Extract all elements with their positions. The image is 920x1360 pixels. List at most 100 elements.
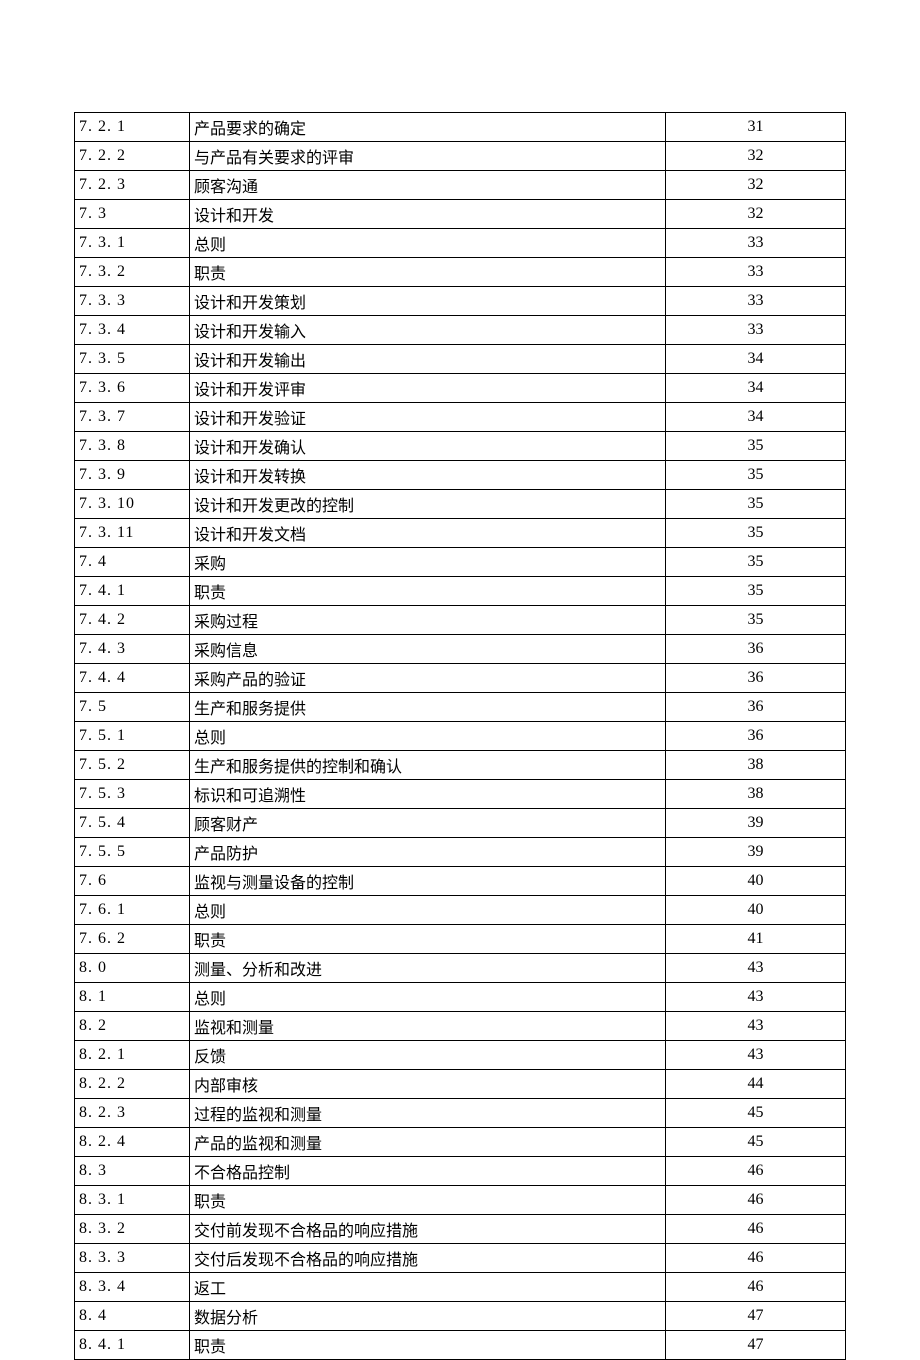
page-number-cell: 46 bbox=[666, 1244, 846, 1273]
section-number-cell: 7. 4 bbox=[75, 548, 190, 577]
section-number-cell: 7. 2. 3 bbox=[75, 171, 190, 200]
page-number-cell: 35 bbox=[666, 432, 846, 461]
page-number-cell: 43 bbox=[666, 1041, 846, 1070]
section-title-cell: 职责 bbox=[190, 258, 666, 287]
section-number-cell: 8. 3. 1 bbox=[75, 1186, 190, 1215]
section-title-cell: 产品防护 bbox=[190, 838, 666, 867]
page-number-cell: 45 bbox=[666, 1128, 846, 1157]
section-number-cell: 7. 3. 10 bbox=[75, 490, 190, 519]
page-number-cell: 35 bbox=[666, 519, 846, 548]
page-number-cell: 47 bbox=[666, 1331, 846, 1360]
page-number-cell: 34 bbox=[666, 374, 846, 403]
table-row: 8. 3. 2交付前发现不合格品的响应措施46 bbox=[75, 1215, 846, 1244]
section-title-cell: 交付后发现不合格品的响应措施 bbox=[190, 1244, 666, 1273]
table-row: 7. 4. 4采购产品的验证36 bbox=[75, 664, 846, 693]
section-title-cell: 设计和开发评审 bbox=[190, 374, 666, 403]
section-title-cell: 交付前发现不合格品的响应措施 bbox=[190, 1215, 666, 1244]
table-row: 8. 2. 1反馈43 bbox=[75, 1041, 846, 1070]
page-number-cell: 36 bbox=[666, 722, 846, 751]
table-row: 7. 6. 2职责41 bbox=[75, 925, 846, 954]
page-number-cell: 34 bbox=[666, 403, 846, 432]
section-number-cell: 7. 6 bbox=[75, 867, 190, 896]
section-number-cell: 7. 4. 2 bbox=[75, 606, 190, 635]
section-number-cell: 8. 2. 1 bbox=[75, 1041, 190, 1070]
section-number-cell: 7. 3. 2 bbox=[75, 258, 190, 287]
section-title-cell: 数据分析 bbox=[190, 1302, 666, 1331]
table-row: 7. 3. 7设计和开发验证34 bbox=[75, 403, 846, 432]
section-title-cell: 采购信息 bbox=[190, 635, 666, 664]
page-number-cell: 40 bbox=[666, 896, 846, 925]
section-number-cell: 7. 3. 1 bbox=[75, 229, 190, 258]
section-title-cell: 生产和服务提供的控制和确认 bbox=[190, 751, 666, 780]
page-number-cell: 39 bbox=[666, 838, 846, 867]
section-title-cell: 监视和测量 bbox=[190, 1012, 666, 1041]
section-title-cell: 反馈 bbox=[190, 1041, 666, 1070]
page-number-cell: 33 bbox=[666, 287, 846, 316]
table-row: 7. 5. 4顾客财产39 bbox=[75, 809, 846, 838]
page-number-cell: 36 bbox=[666, 693, 846, 722]
section-number-cell: 8. 3. 3 bbox=[75, 1244, 190, 1273]
table-row: 8. 2. 2内部审核44 bbox=[75, 1070, 846, 1099]
table-row: 8. 2监视和测量43 bbox=[75, 1012, 846, 1041]
page-number-cell: 38 bbox=[666, 780, 846, 809]
table-row: 8. 3不合格品控制46 bbox=[75, 1157, 846, 1186]
table-row: 7. 3. 3设计和开发策划33 bbox=[75, 287, 846, 316]
section-title-cell: 顾客沟通 bbox=[190, 171, 666, 200]
page-number-cell: 36 bbox=[666, 664, 846, 693]
section-number-cell: 8. 2. 4 bbox=[75, 1128, 190, 1157]
table-row: 7. 3. 6设计和开发评审34 bbox=[75, 374, 846, 403]
section-title-cell: 采购 bbox=[190, 548, 666, 577]
table-row: 7. 3. 11设计和开发文档35 bbox=[75, 519, 846, 548]
page-number-cell: 36 bbox=[666, 635, 846, 664]
section-number-cell: 7. 4. 4 bbox=[75, 664, 190, 693]
section-number-cell: 8. 4. 1 bbox=[75, 1331, 190, 1360]
table-row: 7. 6监视与测量设备的控制40 bbox=[75, 867, 846, 896]
section-title-cell: 设计和开发输出 bbox=[190, 345, 666, 374]
table-row: 7. 3. 5设计和开发输出34 bbox=[75, 345, 846, 374]
section-number-cell: 7. 4. 3 bbox=[75, 635, 190, 664]
table-row: 8. 3. 1职责46 bbox=[75, 1186, 846, 1215]
page-number-cell: 46 bbox=[666, 1215, 846, 1244]
table-row: 7. 4. 1职责35 bbox=[75, 577, 846, 606]
table-row: 7. 3. 2职责33 bbox=[75, 258, 846, 287]
page-number-cell: 33 bbox=[666, 316, 846, 345]
section-number-cell: 7. 3. 3 bbox=[75, 287, 190, 316]
section-number-cell: 7. 5. 4 bbox=[75, 809, 190, 838]
section-title-cell: 监视与测量设备的控制 bbox=[190, 867, 666, 896]
table-row: 8. 4. 1职责47 bbox=[75, 1331, 846, 1360]
section-title-cell: 总则 bbox=[190, 896, 666, 925]
section-title-cell: 生产和服务提供 bbox=[190, 693, 666, 722]
section-number-cell: 7. 2. 1 bbox=[75, 113, 190, 142]
table-row: 8. 2. 4产品的监视和测量45 bbox=[75, 1128, 846, 1157]
page-number-cell: 33 bbox=[666, 258, 846, 287]
page-number-cell: 40 bbox=[666, 867, 846, 896]
table-row: 7. 5. 2生产和服务提供的控制和确认38 bbox=[75, 751, 846, 780]
section-title-cell: 总则 bbox=[190, 983, 666, 1012]
page-number-cell: 32 bbox=[666, 171, 846, 200]
section-number-cell: 7. 3. 7 bbox=[75, 403, 190, 432]
section-title-cell: 标识和可追溯性 bbox=[190, 780, 666, 809]
table-row: 8. 2. 3过程的监视和测量45 bbox=[75, 1099, 846, 1128]
table-row: 7. 3. 8设计和开发确认35 bbox=[75, 432, 846, 461]
page-number-cell: 47 bbox=[666, 1302, 846, 1331]
section-title-cell: 过程的监视和测量 bbox=[190, 1099, 666, 1128]
section-title-cell: 设计和开发转换 bbox=[190, 461, 666, 490]
section-number-cell: 7. 3 bbox=[75, 200, 190, 229]
table-row: 7. 4采购35 bbox=[75, 548, 846, 577]
section-number-cell: 8. 0 bbox=[75, 954, 190, 983]
page-number-cell: 32 bbox=[666, 200, 846, 229]
table-row: 7. 3. 10设计和开发更改的控制35 bbox=[75, 490, 846, 519]
page-number-cell: 31 bbox=[666, 113, 846, 142]
page-number-cell: 41 bbox=[666, 925, 846, 954]
toc-table: 7. 2. 1产品要求的确定317. 2. 2与产品有关要求的评审327. 2.… bbox=[74, 112, 846, 1360]
page-number-cell: 35 bbox=[666, 461, 846, 490]
page-number-cell: 38 bbox=[666, 751, 846, 780]
table-row: 8. 3. 3交付后发现不合格品的响应措施46 bbox=[75, 1244, 846, 1273]
section-title-cell: 职责 bbox=[190, 577, 666, 606]
section-number-cell: 7. 3. 9 bbox=[75, 461, 190, 490]
section-number-cell: 8. 4 bbox=[75, 1302, 190, 1331]
page-number-cell: 43 bbox=[666, 1012, 846, 1041]
section-title-cell: 设计和开发 bbox=[190, 200, 666, 229]
table-row: 7. 5. 3标识和可追溯性38 bbox=[75, 780, 846, 809]
section-title-cell: 内部审核 bbox=[190, 1070, 666, 1099]
